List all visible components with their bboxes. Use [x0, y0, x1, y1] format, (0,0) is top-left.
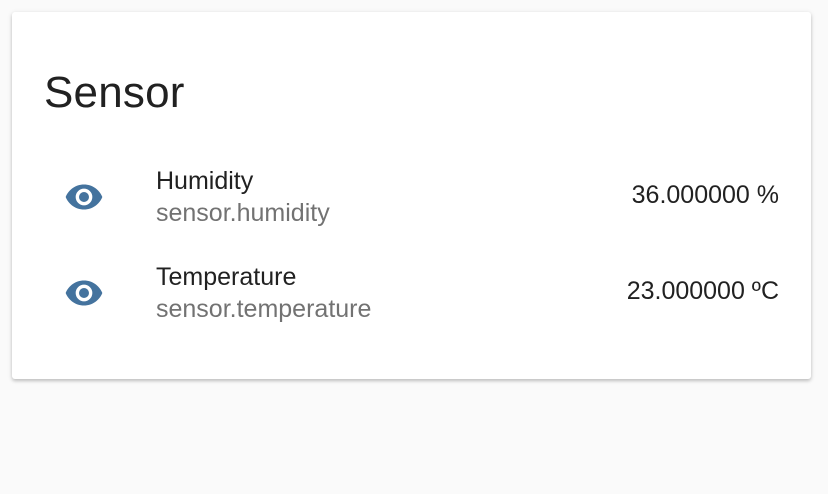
sensor-card: Sensor Humidity sensor.humidity 36.00000…	[12, 12, 811, 379]
entity-id: sensor.temperature	[156, 293, 371, 325]
card-title: Sensor	[44, 68, 185, 118]
entity-name[interactable]: Humidity	[156, 165, 253, 197]
eye-icon[interactable]	[60, 177, 108, 217]
entity-row-humidity[interactable]: Humidity sensor.humidity 36.000000 %	[12, 163, 811, 233]
entity-row-temperature[interactable]: Temperature sensor.temperature 23.000000…	[12, 259, 811, 329]
entity-state: 36.000000 %	[632, 179, 779, 211]
eye-icon[interactable]	[60, 273, 108, 313]
entity-name[interactable]: Temperature	[156, 261, 296, 293]
entity-state: 23.000000 ºC	[627, 275, 779, 307]
entity-id: sensor.humidity	[156, 197, 330, 229]
